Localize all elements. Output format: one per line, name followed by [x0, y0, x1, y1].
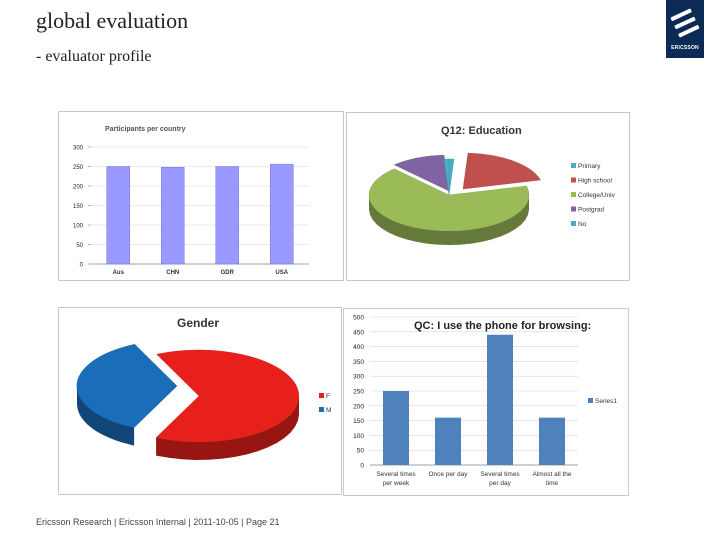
legend-swatch	[571, 192, 576, 197]
y-tick-label: 250	[353, 389, 364, 396]
y-tick-label: 400	[353, 344, 364, 351]
y-tick-label: 200	[353, 403, 364, 410]
y-tick-label: 350	[353, 359, 364, 366]
footer-text: Ericsson Research | Ericsson Internal | …	[36, 517, 280, 527]
legend-label: College/Univ	[578, 192, 616, 199]
chart-title: Q12: Education	[441, 125, 522, 137]
x-tick-label: Almost all the	[532, 471, 571, 478]
chart-title: Participants per country	[105, 126, 186, 133]
y-tick-label: 0	[80, 263, 84, 269]
browsing-bar-chart: QC: I use the phone for browsing: 0 50 100 1…	[353, 315, 617, 488]
y-tick-label: 50	[76, 243, 83, 249]
legend-swatch	[571, 206, 576, 212]
participants-chart-panel: Participants per country 0 50 100 150 200 250 3…	[58, 111, 344, 281]
bar	[383, 391, 409, 465]
ericsson-logo: ERICSSON	[666, 0, 704, 58]
y-tick-label: 100	[73, 224, 84, 230]
education-chart-panel: Q12: Education Primary High school College/…	[346, 112, 630, 281]
x-tick-label: CHN	[166, 270, 179, 276]
legend-label: Primary	[578, 163, 601, 170]
x-tick-label: Several times	[480, 471, 520, 478]
logo-text: ERICSSON	[671, 45, 699, 51]
legend-swatch	[319, 407, 324, 412]
legend-swatch	[571, 177, 576, 183]
pie-slice	[368, 168, 530, 232]
chart-title: Gender	[177, 316, 219, 330]
bar	[106, 166, 130, 265]
pie-slice	[393, 154, 450, 192]
page-subtitle: - evaluator profile	[36, 48, 152, 65]
bar	[435, 417, 461, 465]
x-tick-label: per week	[383, 480, 410, 487]
gender-chart-panel: Gender F M	[58, 307, 342, 495]
bar	[215, 166, 239, 265]
x-tick-label: time	[546, 480, 559, 487]
bar	[487, 334, 513, 465]
y-tick-label: 150	[353, 418, 364, 425]
y-tick-label: 150	[73, 204, 84, 210]
bar	[270, 163, 294, 265]
chart-title: QC: I use the phone for browsing:	[414, 320, 591, 332]
x-tick-label: Aus	[113, 270, 125, 276]
pie-slice	[155, 349, 299, 443]
y-tick-label: 250	[73, 165, 84, 171]
education-pie-chart: Q12: Education Primary High school College/…	[368, 125, 616, 245]
pie-slice-side	[369, 195, 529, 245]
y-tick-label: 300	[73, 146, 84, 152]
pie-slice	[443, 158, 450, 196]
x-tick-label: GDR	[221, 270, 235, 276]
x-tick-label: Several times	[376, 471, 416, 478]
bar	[539, 417, 565, 465]
pie-slice	[76, 344, 178, 428]
x-tick-label: Once per day	[428, 471, 468, 478]
page-title: global evaluation	[36, 8, 189, 33]
y-tick-label: 450	[353, 329, 364, 336]
legend-label: F	[326, 393, 330, 400]
legend-label: High school	[578, 178, 613, 185]
bar	[161, 167, 185, 265]
y-tick-label: 0	[360, 463, 364, 470]
legend-label: Postgrad	[578, 207, 604, 214]
legend-label: M	[326, 407, 331, 414]
y-tick-label: 100	[353, 433, 364, 440]
pie-slice	[448, 158, 455, 196]
legend-label: Series1	[595, 398, 617, 405]
x-tick-label: USA	[275, 270, 288, 276]
legend-swatch	[319, 393, 324, 398]
pie-slice-side	[156, 396, 299, 460]
legend-swatch	[571, 221, 576, 226]
legend-swatch	[571, 163, 576, 168]
legend-swatch	[588, 398, 593, 403]
y-tick-label: 200	[73, 185, 84, 191]
pie-slice	[462, 152, 541, 190]
y-tick-label: 500	[353, 315, 364, 322]
participants-bar-chart: Participants per country 0 50 100 150 200 250 3…	[73, 126, 309, 276]
y-tick-label: 300	[353, 374, 364, 381]
pie-slice-side	[77, 385, 135, 446]
browsing-chart-panel: QC: I use the phone for browsing: 0 50 100 1…	[343, 308, 629, 496]
x-tick-label: per day	[489, 480, 511, 487]
gender-pie-chart: Gender FM	[76, 316, 331, 460]
ericsson-logo-icon	[670, 8, 700, 38]
legend-label: No	[578, 221, 587, 228]
y-tick-label: 50	[357, 448, 365, 455]
